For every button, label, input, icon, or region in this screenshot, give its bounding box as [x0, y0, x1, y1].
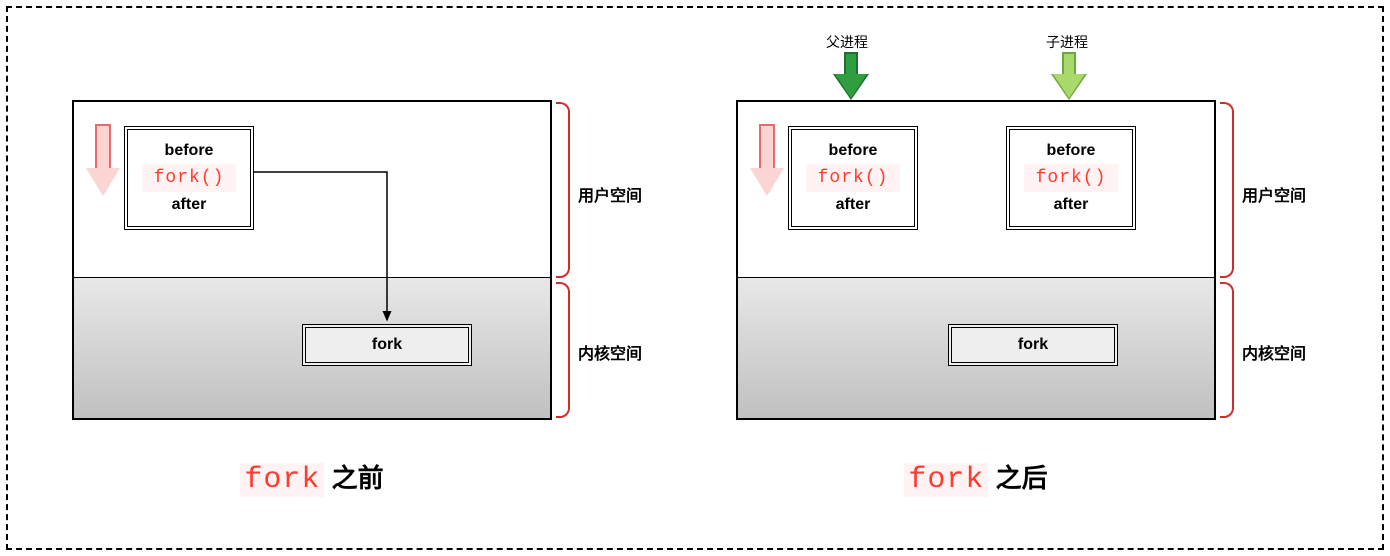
caption-after: fork 之后 — [736, 458, 1216, 497]
after-exec-arrow — [752, 124, 782, 198]
code-line-before: before — [142, 138, 236, 164]
before-user-label: 用户空间 — [578, 182, 642, 206]
caption-after-rest: 之后 — [988, 463, 1047, 493]
code-line-before: before — [806, 138, 900, 164]
diagram-canvas: before fork() after fork 用户空间 内核空间 — [0, 0, 1390, 556]
before-kernel-label: 内核空间 — [578, 340, 642, 364]
code-line-before: before — [1024, 138, 1118, 164]
after-panel: before fork() after before fork() after … — [736, 100, 1216, 420]
code-line-fork: fork() — [142, 164, 236, 193]
after-user-brace — [1220, 102, 1234, 278]
code-line-after: after — [806, 192, 900, 218]
before-fork-kernel-box: fork — [302, 324, 472, 366]
caption-before-fork: fork — [240, 463, 324, 497]
code-line-after: after — [1024, 192, 1118, 218]
caption-before: fork 之前 — [72, 458, 552, 497]
after-parent-code-box: before fork() after — [788, 126, 918, 230]
before-panel: before fork() after fork — [72, 100, 552, 420]
after-kernel-brace — [1220, 282, 1234, 418]
parent-label: 父进程 — [826, 32, 868, 52]
code-line-fork: fork() — [1024, 164, 1118, 193]
child-arrow — [1054, 52, 1084, 100]
after-child-code-box: before fork() after — [1006, 126, 1136, 230]
code-line-after: after — [142, 192, 236, 218]
fork-kernel-label: fork — [372, 336, 402, 354]
after-kernel-label: 内核空间 — [1242, 340, 1306, 364]
child-label: 子进程 — [1046, 32, 1088, 52]
after-user-label: 用户空间 — [1242, 182, 1306, 206]
after-fork-kernel-box: fork — [948, 324, 1118, 366]
code-line-fork: fork() — [806, 164, 900, 193]
before-exec-arrow — [88, 124, 118, 198]
parent-arrow — [836, 52, 866, 100]
caption-before-rest: 之前 — [324, 463, 383, 493]
before-code-box: before fork() after — [124, 126, 254, 230]
caption-after-fork: fork — [904, 463, 988, 497]
before-user-brace — [556, 102, 570, 278]
fork-kernel-label: fork — [1018, 336, 1048, 354]
before-kernel-brace — [556, 282, 570, 418]
